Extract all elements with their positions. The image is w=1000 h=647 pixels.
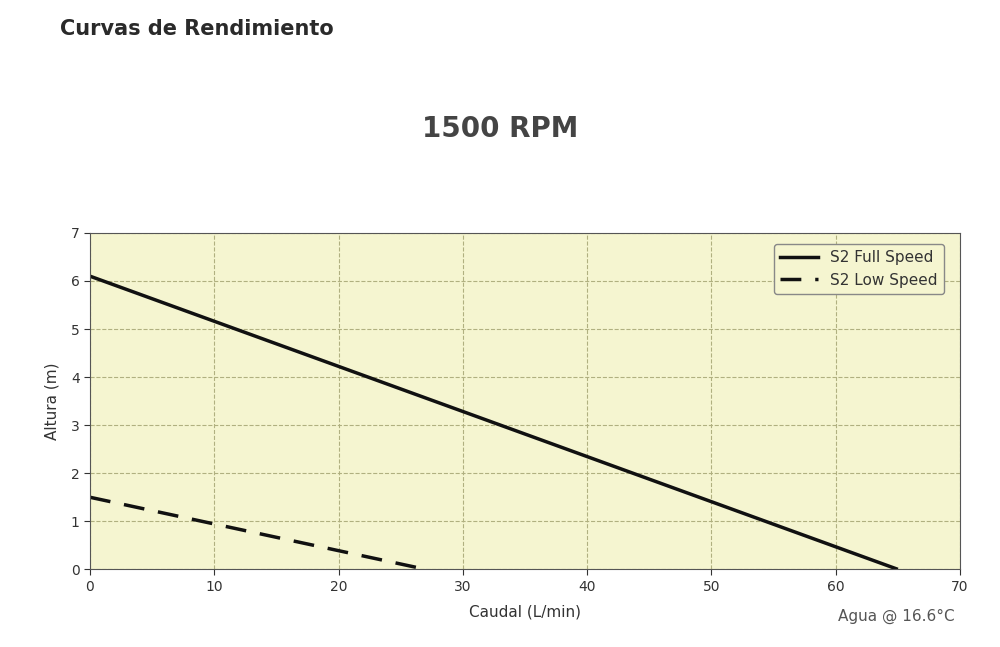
Text: Curvas de Rendimiento: Curvas de Rendimiento — [60, 19, 334, 39]
Legend: S2 Full Speed, S2 Low Speed: S2 Full Speed, S2 Low Speed — [774, 244, 944, 294]
X-axis label: Caudal (L/min): Caudal (L/min) — [469, 605, 581, 620]
Text: 1500 RPM: 1500 RPM — [422, 115, 578, 144]
Text: Agua @ 16.6°C: Agua @ 16.6°C — [838, 609, 955, 624]
Y-axis label: Altura (m): Altura (m) — [45, 362, 60, 440]
